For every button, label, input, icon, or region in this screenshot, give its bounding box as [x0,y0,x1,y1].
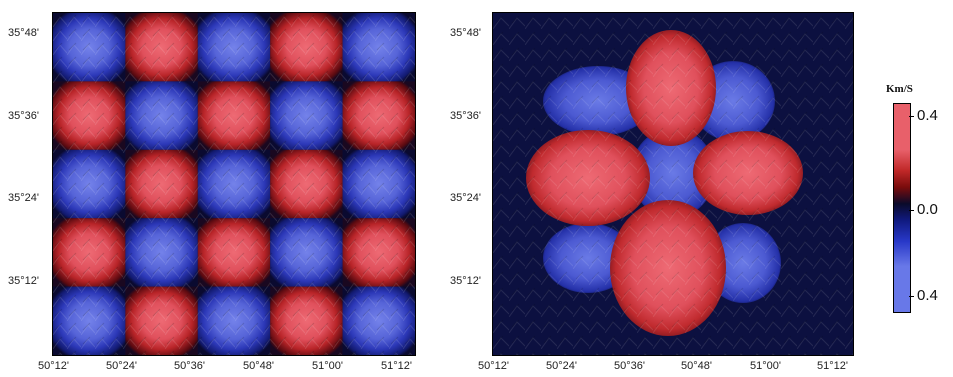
left-y-label-2: 35°36' [8,110,39,122]
right-x-label-5: 51°00' [750,360,781,372]
right-x-label-1: 50°12' [478,360,509,372]
right-y-label-3: 35°24' [450,192,481,204]
left-x-label-5: 51°00' [312,360,343,372]
colorbar-tick-mark-top [909,116,914,117]
colorbar-tick-mark-bottom [909,296,914,297]
right-x-label-4: 50°48' [681,360,712,372]
colorbar-tick-mark-mid [909,210,914,211]
colorbar [893,103,911,313]
left-y-label-1: 35°48' [8,27,39,39]
colorbar-tick-bottom: 0.4 [917,287,938,304]
colorbar-title: Km/S [886,83,913,95]
colorbar-tick-zero: 0.0 [917,201,938,218]
left-checkerboard-map [53,13,415,355]
colorbar-tick-top: 0.4 [917,107,938,124]
left-x-label-3: 50°36' [174,360,205,372]
left-x-label-6: 51°12' [381,360,412,372]
left-x-label-1: 50°12' [38,360,69,372]
left-x-label-2: 50°24' [106,360,137,372]
left-y-label-3: 35°24' [8,192,39,204]
right-x-label-2: 50°24' [546,360,577,372]
right-anomaly-map [493,13,853,355]
right-map-panel [492,12,854,356]
left-map-panel [52,12,416,356]
left-y-label-4: 35°12' [8,275,39,287]
right-x-label-6: 51°12' [817,360,848,372]
right-y-label-4: 35°12' [450,275,481,287]
left-x-label-4: 50°48' [243,360,274,372]
right-x-label-3: 50°36' [614,360,645,372]
right-y-label-1: 35°48' [450,27,481,39]
right-y-label-2: 35°36' [450,110,481,122]
